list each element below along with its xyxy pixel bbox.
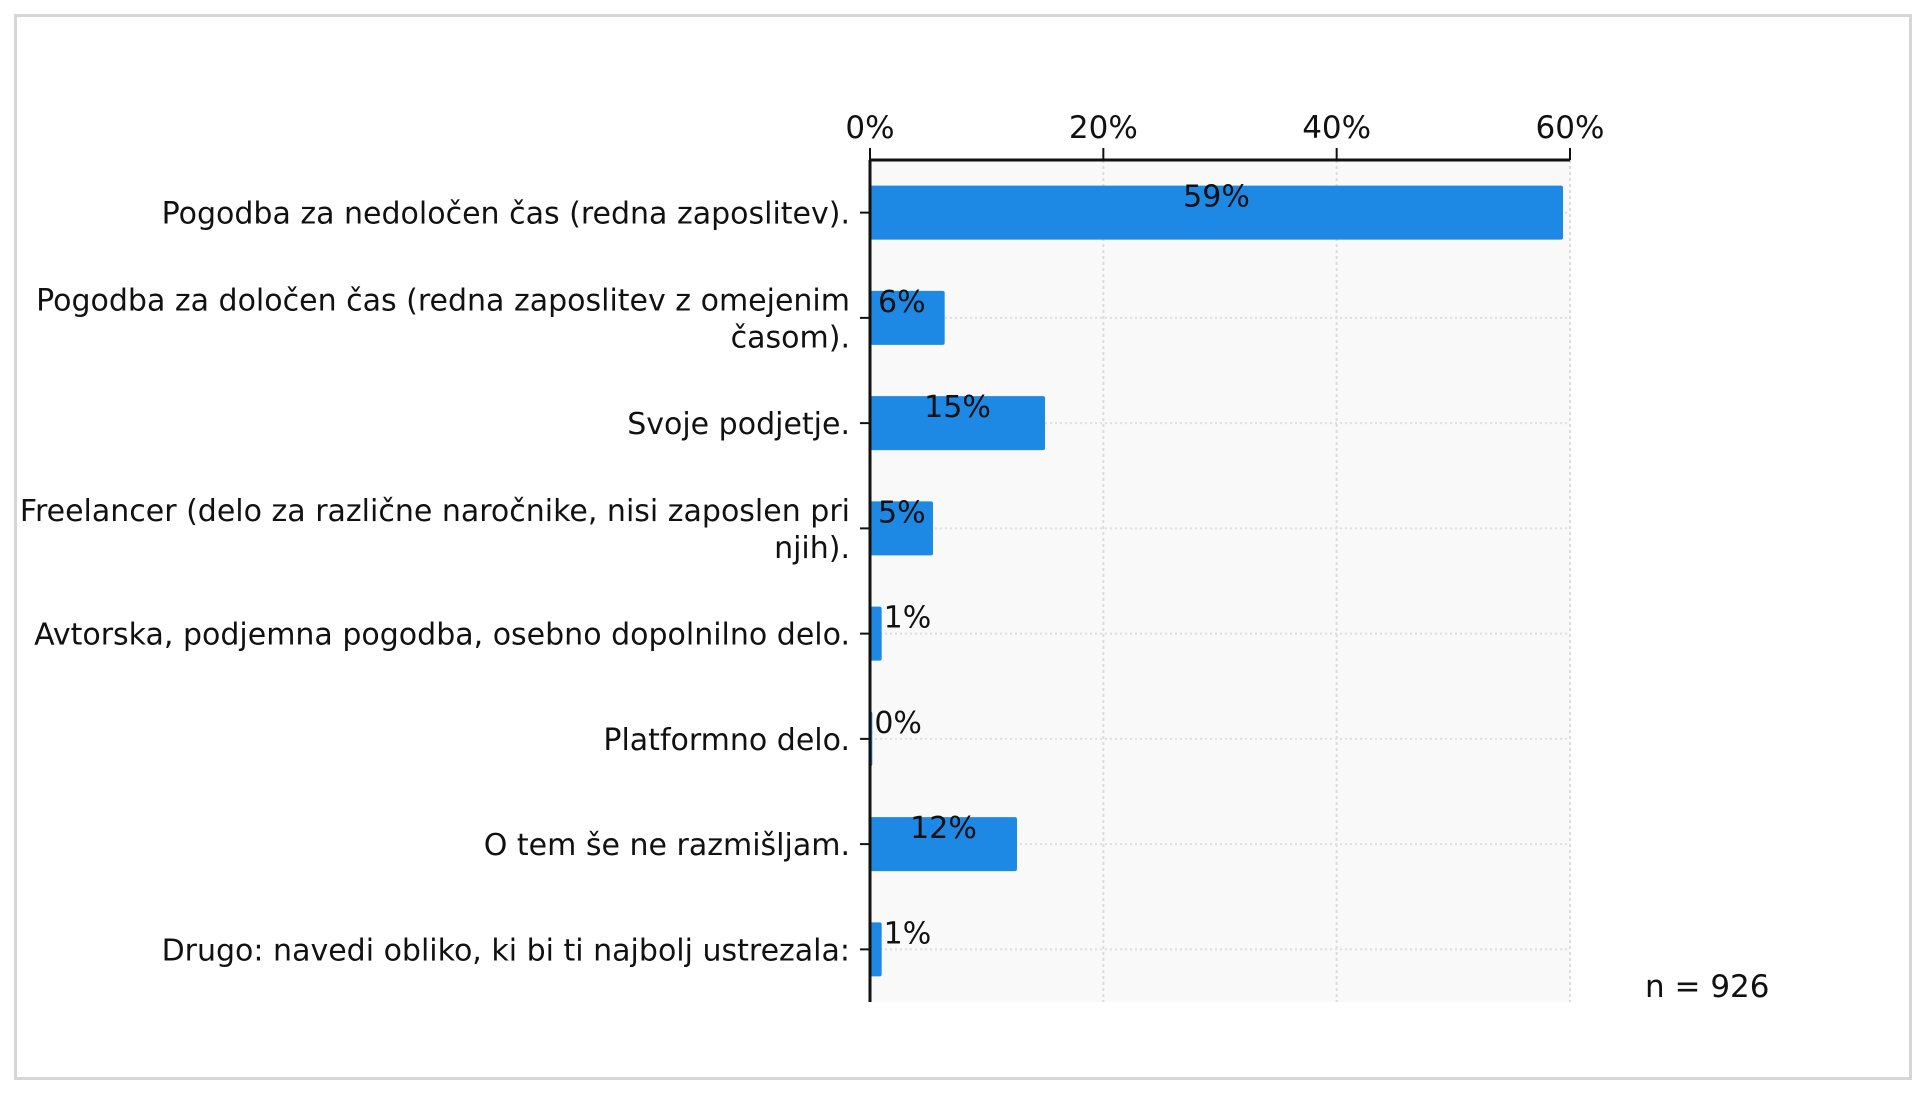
data-label: 5% [878,495,926,530]
x-tick-label: 60% [1536,110,1605,146]
data-label: 0% [874,706,922,741]
category-label: Freelancer (delo za različne naročnike, … [20,494,850,529]
x-tick-label: 40% [1302,110,1371,146]
bar [870,396,1045,451]
bar [870,185,1563,240]
category-label: Pogodba za nedoločen čas (redna zaposlit… [162,197,850,232]
data-label: 59% [1183,180,1250,215]
bar [870,817,1017,872]
category-label: O tem še ne razmišljam. [484,828,850,863]
x-tick-label: 0% [845,110,894,146]
category-label: Platformno delo. [603,723,850,758]
data-label: 12% [910,811,977,846]
x-tick-label: 20% [1069,110,1138,146]
category-label: Drugo: navedi obliko, ki bi ti najbolj u… [162,933,850,968]
category-label: njih). [774,531,850,566]
plot-background [870,160,1570,1002]
bar [870,922,882,977]
data-label: 1% [884,601,932,636]
category-label: Avtorska, podjemna pogodba, osebno dopol… [34,618,850,653]
sample-size-label: n = 926 [1645,969,1770,1005]
data-label: 6% [878,285,926,320]
category-label: časom). [731,320,850,355]
bar [870,290,945,345]
data-label: 1% [884,916,932,951]
bar [870,606,882,661]
category-label: Pogodba za določen čas (redna zaposlitev… [36,283,850,318]
bar [870,501,933,556]
category-label: Svoje podjetje. [627,407,850,442]
data-label: 15% [924,390,991,425]
